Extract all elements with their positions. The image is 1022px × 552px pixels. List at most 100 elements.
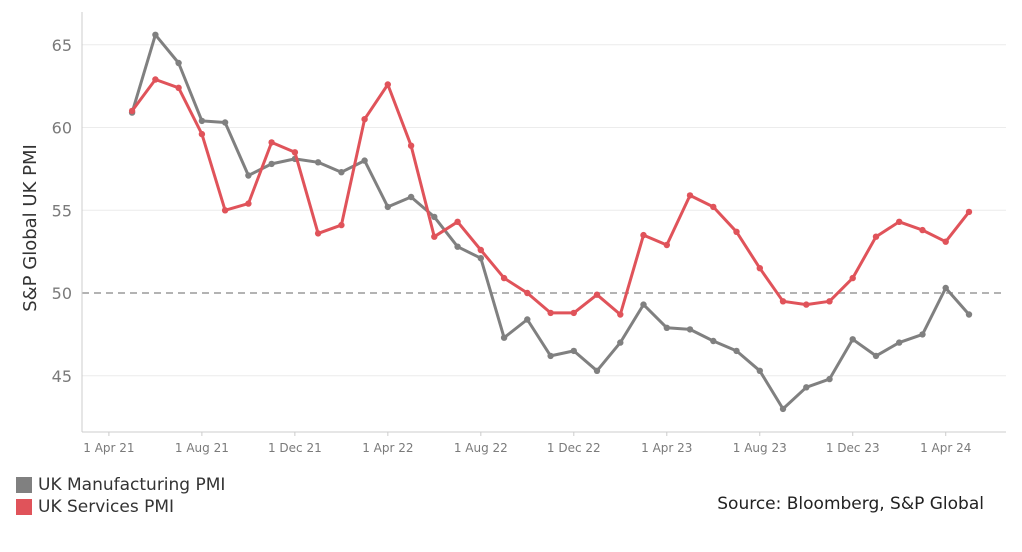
uk-manufacturing-pmi-point (733, 347, 740, 355)
x-tick-label: 1 Apr 22 (362, 441, 413, 455)
axes (81, 12, 1006, 433)
uk-services-pmi-point (477, 246, 484, 254)
uk-manufacturing-pmi-point (431, 213, 438, 221)
uk-services-pmi-point (291, 149, 299, 156)
uk-services-pmi-point (198, 130, 206, 138)
uk-manufacturing-pmi-point (872, 352, 880, 360)
uk-manufacturing-pmi-point (314, 159, 322, 166)
uk-services-pmi-point (663, 241, 670, 249)
uk-services-pmi-point (779, 298, 787, 305)
uk-services-pmi-point (268, 139, 275, 146)
uk-services-pmi-point (872, 233, 880, 240)
gridlines (82, 44, 1006, 377)
x-tick-labels: 1 Apr 21 1 Aug 21 1 Dec 21 1 Apr 22 1 Aug 22… (83, 432, 971, 455)
uk-manufacturing-pmi-point (919, 331, 926, 338)
uk-services-pmi-line (130, 78, 971, 316)
source-note: Source: Bloomberg, S&P Global (717, 494, 984, 514)
uk-services-pmi-point (849, 274, 856, 282)
uk-manufacturing-pmi-point (570, 347, 577, 355)
uk-services-pmi-point (128, 107, 136, 115)
uk-services-pmi-point (431, 233, 438, 240)
x-tick-label: 1 Aug 23 (733, 441, 787, 455)
legend-item-manufacturing: UK Manufacturing PMI (16, 474, 225, 496)
uk-manufacturing-pmi-point (198, 117, 206, 125)
uk-manufacturing-pmi-point (361, 157, 368, 164)
uk-manufacturing-pmi-point (547, 352, 554, 360)
uk-manufacturing-pmi-point (477, 255, 484, 262)
uk-manufacturing-pmi-point (826, 375, 833, 383)
uk-manufacturing-pmi-point (965, 311, 973, 318)
uk-services-pmi-point (314, 230, 322, 237)
uk-services-pmi-point (407, 142, 415, 149)
uk-services-pmi-point (338, 221, 345, 229)
y-tick-label: 45 (52, 367, 72, 386)
x-tick-label: 1 Aug 21 (175, 441, 229, 455)
uk-manufacturing-pmi-point (942, 284, 949, 292)
uk-manufacturing-pmi-point (175, 59, 182, 67)
uk-services-pmi-point (733, 228, 740, 235)
uk-manufacturing-pmi-point (407, 193, 415, 201)
uk-services-pmi-point (710, 203, 717, 211)
uk-manufacturing-pmi-point (245, 172, 252, 179)
y-tick-label: 55 (52, 201, 72, 220)
uk-services-pmi-point (454, 218, 461, 225)
uk-services-pmi-point (524, 289, 531, 297)
legend-item-services: UK Services PMI (16, 496, 225, 518)
uk-services-pmi-point (547, 309, 554, 317)
legend: UK Manufacturing PMI UK Services PMI (16, 474, 225, 518)
uk-manufacturing-pmi-point (338, 169, 345, 176)
uk-services-pmi-point (756, 265, 763, 272)
uk-services-pmi-point (942, 238, 949, 245)
uk-services-pmi-point (826, 298, 833, 305)
y-tick-label: 65 (52, 36, 72, 55)
y-tick-labels: 45 50 55 60 65 (52, 36, 72, 386)
uk-manufacturing-pmi-point (152, 31, 159, 38)
uk-services-pmi-point (919, 226, 926, 234)
uk-manufacturing-pmi-point (756, 367, 763, 374)
series-group (128, 31, 973, 413)
uk-services-pmi-point (640, 231, 647, 239)
uk-services-pmi-point (686, 192, 694, 199)
x-tick-label: 1 Apr 23 (641, 441, 692, 455)
x-tick-label: 1 Apr 24 (920, 441, 971, 455)
legend-label-services: UK Services PMI (38, 497, 175, 517)
legend-label-manufacturing: UK Manufacturing PMI (38, 475, 226, 495)
uk-services-pmi-point (803, 301, 810, 308)
uk-manufacturing-pmi-point (454, 243, 461, 250)
uk-services-pmi-point (175, 84, 182, 92)
uk-manufacturing-pmi-point (640, 301, 647, 308)
uk-manufacturing-pmi-point (268, 160, 275, 168)
x-tick-label: 1 Dec 23 (826, 441, 880, 455)
x-tick-label: 1 Dec 21 (268, 441, 322, 455)
y-axis-label: S&P Global UK PMI (20, 144, 41, 312)
uk-manufacturing-pmi-point (663, 324, 670, 331)
uk-manufacturing-pmi-point (384, 203, 391, 211)
y-tick-label: 60 (52, 119, 72, 138)
uk-services-pmi-point (384, 81, 391, 88)
uk-services-pmi-point (500, 274, 508, 282)
uk-manufacturing-pmi-point (221, 119, 229, 126)
uk-services-pmi-point (593, 291, 601, 298)
uk-manufacturing-pmi-point (524, 316, 531, 323)
uk-services-pmi-point (570, 309, 577, 317)
uk-services-pmi-point (361, 116, 368, 123)
x-tick-label: 1 Dec 22 (547, 441, 601, 455)
uk-manufacturing-pmi-point (686, 326, 694, 333)
uk-manufacturing-pmi-point (803, 384, 810, 391)
uk-manufacturing-pmi-point (710, 337, 717, 345)
uk-services-pmi-point (245, 200, 252, 207)
uk-manufacturing-pmi-point (896, 339, 903, 346)
uk-services-pmi-point (152, 76, 159, 83)
uk-manufacturing-pmi-point (849, 336, 856, 343)
uk-services-pmi-point (617, 311, 624, 318)
uk-services-pmi-point (221, 207, 229, 214)
uk-manufacturing-pmi-point (500, 334, 508, 341)
legend-swatch-services (16, 499, 32, 515)
uk-services-pmi-point (965, 208, 973, 216)
uk-manufacturing-pmi-point (617, 339, 624, 346)
x-tick-label: 1 Apr 21 (83, 441, 134, 455)
x-tick-label: 1 Aug 22 (454, 441, 508, 455)
uk-services-pmi-point (896, 218, 903, 225)
uk-manufacturing-pmi-point (779, 405, 787, 413)
